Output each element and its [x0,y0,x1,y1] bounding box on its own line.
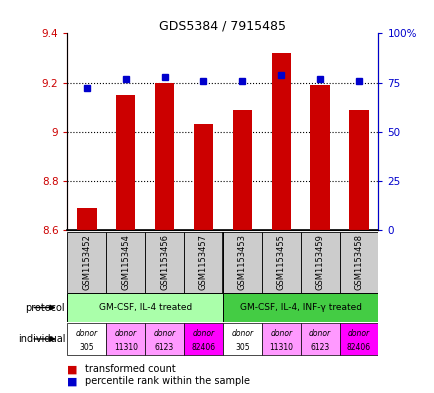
Text: ■: ■ [67,376,78,386]
Bar [106,323,145,355]
Bar [67,232,106,293]
Bar [67,293,222,321]
Bar [222,232,261,293]
Text: 6123: 6123 [155,343,174,352]
Text: donor: donor [231,329,253,338]
Text: GSM1153457: GSM1153457 [198,234,207,290]
Text: 305: 305 [79,343,94,352]
Text: donor: donor [115,329,136,338]
Text: donor: donor [347,329,369,338]
Text: donor: donor [192,329,214,338]
Bar [145,323,184,355]
Bar [300,323,339,355]
Bar [349,110,368,230]
Text: 6123: 6123 [310,343,329,352]
Text: GSM1153454: GSM1153454 [121,234,130,290]
Text: 305: 305 [234,343,249,352]
Bar [184,232,222,293]
Title: GDS5384 / 7915485: GDS5384 / 7915485 [159,19,286,32]
Bar [261,232,300,293]
Bar [300,232,339,293]
Text: transformed count: transformed count [85,364,175,375]
Text: percentile rank within the sample: percentile rank within the sample [85,376,249,386]
Bar [222,323,261,355]
Bar [106,232,145,293]
Text: 11310: 11310 [269,343,293,352]
Bar [116,95,135,230]
Text: ■: ■ [67,364,78,375]
Text: donor: donor [76,329,98,338]
Text: GSM1153456: GSM1153456 [160,234,169,290]
Bar [222,293,378,321]
Bar [310,85,329,230]
Bar [232,110,252,230]
Text: 82406: 82406 [346,343,370,352]
Text: GM-CSF, IL-4 treated: GM-CSF, IL-4 treated [99,303,191,312]
Bar [261,323,300,355]
Text: donor: donor [153,329,175,338]
Text: GSM1153458: GSM1153458 [354,234,363,290]
Bar [184,323,222,355]
Bar [77,208,96,230]
Text: donor: donor [270,329,292,338]
Bar [339,232,378,293]
Bar [271,53,290,230]
Bar [145,232,184,293]
Bar [155,83,174,230]
Text: protocol: protocol [26,303,65,312]
Bar [339,323,378,355]
Text: 11310: 11310 [113,343,138,352]
Bar [67,323,106,355]
Text: GSM1153453: GSM1153453 [237,234,247,290]
Text: GSM1153452: GSM1153452 [82,234,91,290]
Text: donor: donor [309,329,330,338]
Text: 82406: 82406 [191,343,215,352]
Text: GSM1153459: GSM1153459 [315,234,324,290]
Bar [193,124,213,230]
Text: GSM1153455: GSM1153455 [276,234,285,290]
Text: individual: individual [18,334,65,344]
Text: GM-CSF, IL-4, INF-γ treated: GM-CSF, IL-4, INF-γ treated [239,303,361,312]
